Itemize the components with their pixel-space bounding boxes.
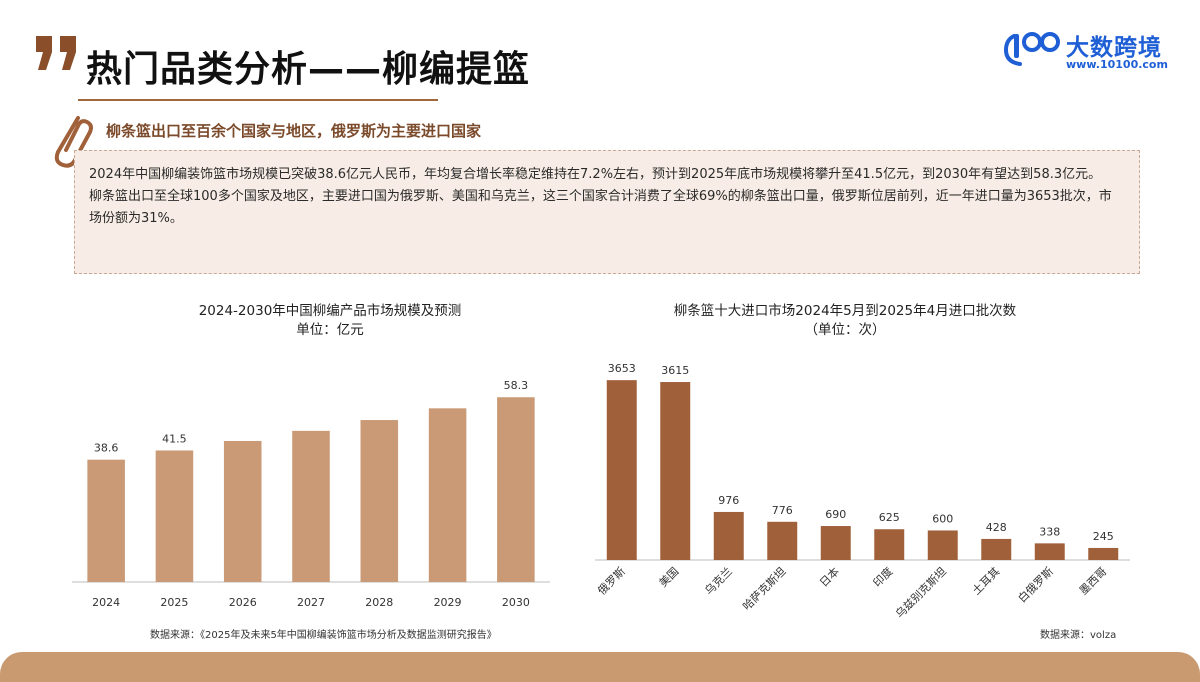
left-chart-bar-1: [155, 450, 194, 582]
right-chart-category-label-2: 乌克兰: [702, 564, 735, 597]
left-chart-title: 2024-2030年中国柳编产品市场规模及预测: [198, 303, 462, 319]
right-chart-value-label-6: 600: [932, 512, 953, 525]
summary-box: 2024年中国柳编装饰篮市场规模已突破38.6亿元人民币，年均复合增长率稳定维持…: [74, 150, 1140, 274]
right-chart-bar-8: [1034, 543, 1065, 560]
left-chart-title-block: 2024-2030年中国柳编产品市场规模及预测 单位：亿元: [110, 302, 550, 340]
right-chart-bar-4: [820, 526, 851, 560]
left-chart-bar-0: [87, 459, 125, 582]
right-chart-bar-2: [713, 511, 744, 560]
left-chart-category-label-3: 2027: [297, 596, 325, 609]
paperclip-icon: [54, 116, 93, 168]
section-subtitle: 柳条篮出口至百余个国家与地区，俄罗斯为主要进口国家: [106, 122, 482, 140]
right-chart-value-label-8: 338: [1039, 525, 1060, 538]
left-chart-bar-3: [292, 430, 330, 582]
left-chart-source: 数据来源：《2025年及未来5年中国柳编装饰篮市场分析及数据监测研究报告》: [150, 630, 497, 641]
right-chart-category-label-4: 日本: [816, 564, 841, 589]
right-chart-bar-5: [874, 529, 905, 560]
right-chart-unit: （单位：次）: [804, 322, 886, 338]
left-chart-bar-2: [223, 440, 262, 582]
right-chart-value-label-9: 245: [1093, 530, 1114, 543]
logo-url: www.10100.com: [1066, 58, 1168, 71]
left-chart-category-label-4: 2028: [365, 596, 393, 609]
right-chart-category-label-7: 土耳其: [970, 565, 1003, 598]
right-chart-value-label-2: 976: [718, 494, 739, 507]
right-chart-category-label-1: 美国: [657, 565, 682, 590]
summary-paragraph-1: 2024年中国柳编装饰篮市场规模已突破38.6亿元人民币，年均复合增长率稳定维持…: [89, 167, 1102, 182]
left-chart-category-label-1: 2025: [160, 596, 188, 609]
right-chart-category-label-6: 乌兹别克斯坦: [892, 564, 949, 621]
right-chart-category-label-0: 俄罗斯: [595, 565, 628, 598]
right-chart-category-label-9: 墨西哥: [1077, 565, 1110, 598]
quote-mark-icon: [36, 36, 76, 70]
left-chart-bar-4: [360, 420, 399, 582]
right-chart-bar-1: [660, 382, 691, 560]
right-chart-bar-3: [767, 521, 798, 560]
right-chart-value-label-4: 690: [825, 508, 846, 521]
right-chart-title: 柳条篮十大进口市场2024年5月到2025年4月进口批次数: [673, 303, 1017, 319]
right-chart-source: 数据来源：volza: [1040, 630, 1117, 641]
left-bar-chart: 38.6 2024 41.5 2025 2026 2027 2028 2029 58.3 2030: [72, 379, 550, 609]
right-chart-bar-6: [927, 530, 958, 560]
logo-100-icon: [1003, 32, 1060, 66]
right-bar-chart: 3653 俄罗斯 3615 美国 976 乌克兰 776 哈萨克斯坦 690 日本 625 印度 600…: [595, 362, 1130, 621]
left-chart-bar-6: [497, 397, 535, 582]
left-chart-value-label-6: 58.3: [504, 379, 529, 392]
logo-name: 大数跨境: [1066, 35, 1162, 61]
right-chart-bar-9: [1088, 547, 1119, 560]
left-chart-category-label-6: 2030: [502, 596, 530, 609]
left-chart-category-label-5: 2029: [434, 596, 462, 609]
right-chart-value-label-3: 776: [772, 504, 793, 517]
right-chart-value-label-1: 3615: [661, 364, 689, 377]
left-chart-value-label-0: 38.6: [94, 442, 119, 455]
right-chart-title-block: 柳条篮十大进口市场2024年5月到2025年4月进口批次数 （单位：次）: [610, 302, 1080, 340]
summary-paragraph-2: 柳条篮出口至全球100多个国家及地区，主要进口国为俄罗斯、美国和乌克兰，这三个国…: [89, 189, 1112, 226]
left-chart-category-label-2: 2026: [229, 596, 257, 609]
right-chart-category-label-3: 哈萨克斯坦: [740, 564, 789, 613]
brand-logo: 大数跨境 www.10100.com: [1000, 26, 1180, 76]
title-underline: [78, 99, 438, 101]
right-chart-value-label-0: 3653: [608, 362, 636, 375]
right-chart-category-label-5: 印度: [870, 564, 895, 589]
left-chart-unit: 单位：亿元: [296, 322, 364, 338]
right-chart-value-label-5: 625: [879, 511, 900, 524]
right-chart-bar-0: [606, 380, 637, 560]
right-chart-bar-7: [981, 538, 1012, 560]
left-chart-value-label-1: 41.5: [162, 432, 187, 445]
left-chart-category-label-0: 2024: [92, 596, 120, 609]
right-chart-category-label-8: 白俄罗斯: [1015, 564, 1056, 605]
right-chart-value-label-7: 428: [986, 521, 1007, 534]
footer-band: [0, 652, 1200, 682]
page-title: 热门品类分析——柳编提篮: [86, 49, 531, 90]
left-chart-bar-5: [428, 408, 467, 582]
